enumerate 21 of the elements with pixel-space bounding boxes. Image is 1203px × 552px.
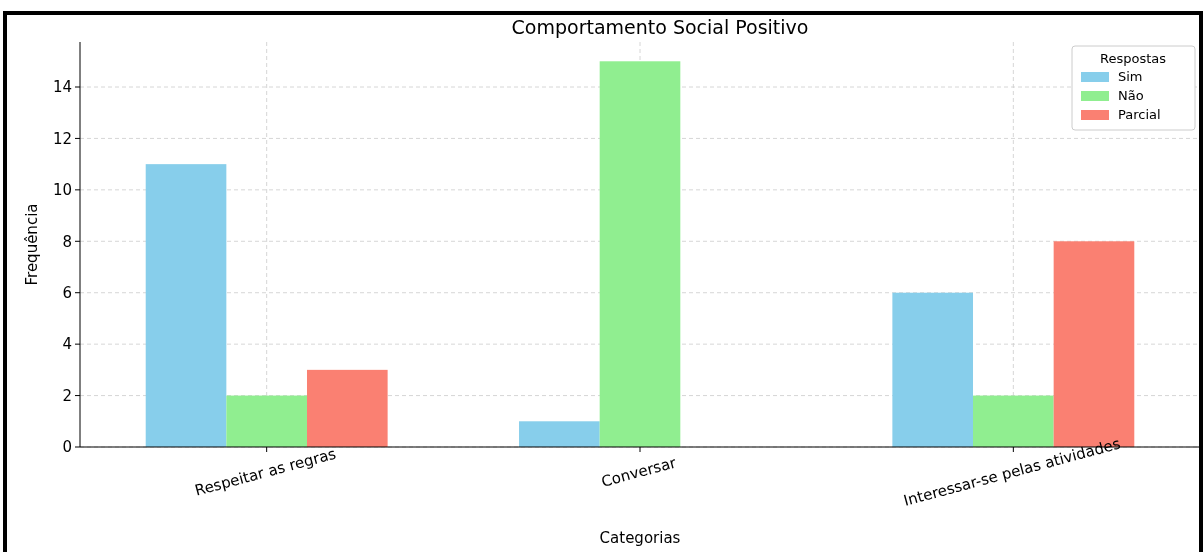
y-tick-label: 4 <box>62 335 72 354</box>
legend-label: Sim <box>1118 69 1143 84</box>
y-tick-label: 12 <box>52 129 72 148</box>
y-tick-label: 8 <box>62 232 72 251</box>
y-tick-label: 14 <box>52 78 72 97</box>
legend-title: Respostas <box>1099 51 1167 66</box>
bar <box>226 395 307 447</box>
bar <box>306 369 388 447</box>
bar <box>892 292 974 447</box>
y-tick-label: 10 <box>52 181 72 200</box>
legend-label: Parcial <box>1118 107 1161 122</box>
y-tick-label: 0 <box>62 438 72 457</box>
y-axis-title: Frequência <box>23 203 41 286</box>
bar <box>519 421 600 447</box>
bar <box>145 164 227 447</box>
y-tick-label: 6 <box>62 283 72 302</box>
y-tick-label: 2 <box>62 386 72 405</box>
bar <box>599 61 681 447</box>
legend-label: Não <box>1118 88 1144 103</box>
chart-title: Comportamento Social Positivo <box>511 16 809 38</box>
x-axis-title: Categorias <box>599 529 681 547</box>
